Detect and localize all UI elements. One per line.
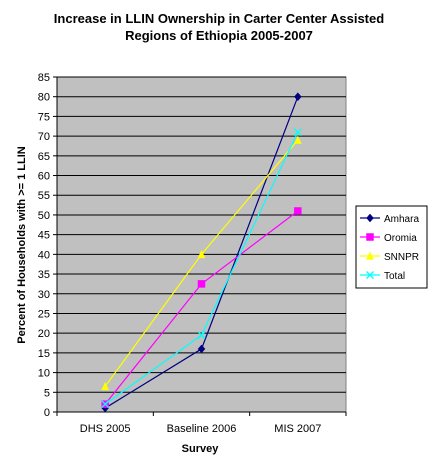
y-tick-label: 0 [44, 407, 50, 419]
y-tick-label: 15 [38, 348, 50, 360]
data-point-total [197, 331, 206, 340]
data-point-total [293, 128, 302, 137]
y-tick-label: 85 [38, 72, 50, 84]
x-tick-label: MIS 2007 [274, 423, 321, 435]
data-point-snnpr [101, 381, 110, 391]
x-tick-label: Baseline 2006 [167, 423, 237, 435]
y-axis: 0 5 10 15 20 25 30 35 40 45 50 55 60 65 70 75 80 85 [38, 72, 57, 419]
legend: Amhara Oromia SNNPR Total [355, 205, 428, 289]
plot-area [56, 76, 347, 413]
x-tick-label: DHS 2005 [80, 423, 131, 435]
data-point-total-stroke [293, 128, 302, 137]
y-tick-label: 40 [38, 249, 50, 261]
y-tick-label: 20 [38, 328, 50, 340]
y-tick-label: 25 [38, 308, 50, 320]
y-tick-label: 70 [38, 131, 50, 143]
legend-label-total: Total [384, 271, 405, 282]
legend-marker-total [366, 271, 374, 279]
y-tick-label: 10 [38, 368, 50, 380]
y-tick-label: 5 [44, 387, 50, 399]
legend-label-snnpr: SNNPR [384, 252, 419, 263]
data-point-oromia [197, 280, 206, 288]
legend-marker-snnpr [366, 251, 374, 260]
data-point-snnpr [293, 135, 302, 144]
series-lines [101, 92, 302, 413]
plot-background [56, 76, 347, 413]
series-snnpr [101, 135, 302, 391]
chart-title-line-2: Regions of Ethiopia 2005-2007 [125, 28, 313, 43]
series-total [101, 128, 302, 409]
data-point-snnpr [197, 249, 206, 259]
data-point-oromia [294, 207, 302, 215]
y-tick-label: 55 [38, 190, 50, 202]
legend-marker-total-stroke [366, 271, 374, 279]
legend-label-amhara: Amhara [384, 214, 419, 225]
data-point-total-stroke [101, 400, 110, 409]
y-tick-label: 80 [38, 92, 50, 104]
y-tick-label: 60 [38, 171, 50, 183]
legend-marker-oromia [366, 233, 374, 241]
y-tick-label: 75 [38, 111, 50, 123]
data-point-total-stroke [197, 331, 206, 340]
data-point-amhara [294, 92, 302, 102]
chart-title: Increase in LLIN Ownership in Carter Cen… [54, 11, 384, 43]
y-tick-label: 35 [38, 269, 50, 281]
x-axis: DHS 2005 Baseline 2006 MIS 2007 [56, 412, 347, 435]
data-point-total [101, 400, 110, 409]
y-tick-label: 30 [38, 289, 50, 301]
y-tick-label: 50 [38, 210, 50, 222]
legend-label-oromia: Oromia [384, 233, 417, 244]
y-axis-title: Percent of Households with >= 1 LLIN [16, 146, 28, 343]
x-axis-title: Survey [182, 443, 220, 455]
data-point-amhara [197, 344, 206, 354]
legend-marker-amhara [366, 213, 374, 223]
series-amhara [101, 92, 302, 413]
y-tick-label: 45 [38, 230, 50, 242]
chart-title-line-1: Increase in LLIN Ownership in Carter Cen… [54, 11, 384, 26]
y-tick-label: 65 [38, 151, 50, 163]
